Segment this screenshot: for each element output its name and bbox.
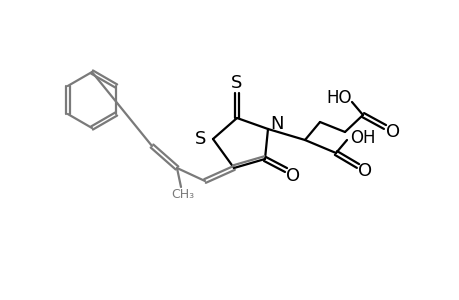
Text: S: S <box>195 130 206 148</box>
Text: O: O <box>385 123 399 141</box>
Text: CH₃: CH₃ <box>171 188 194 202</box>
Text: HO: HO <box>325 89 351 107</box>
Text: OH: OH <box>349 129 375 147</box>
Text: O: O <box>357 162 371 180</box>
Text: S: S <box>231 74 242 92</box>
Text: N: N <box>270 115 283 133</box>
Text: O: O <box>285 167 299 185</box>
